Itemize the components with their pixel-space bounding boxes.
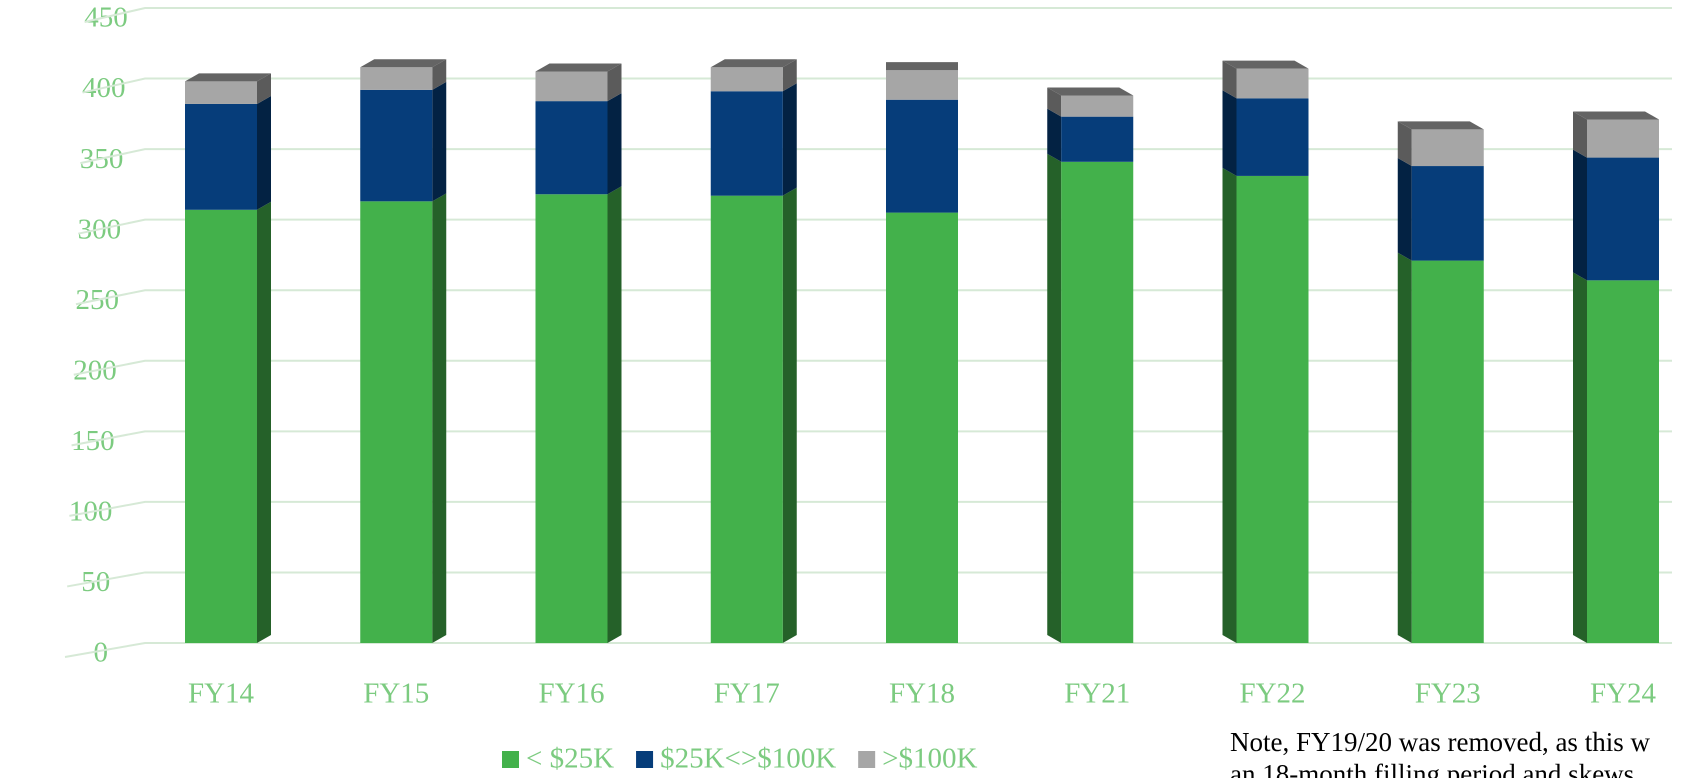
x-tick-label: FY22 — [1239, 678, 1305, 710]
bar-top — [710, 59, 797, 68]
bar-top — [535, 63, 622, 72]
bar-top — [1397, 121, 1484, 130]
bar-side — [432, 81, 447, 202]
bar-side — [1397, 121, 1412, 167]
bar — [1236, 68, 1309, 99]
bar-side — [607, 63, 622, 102]
bar-top — [185, 73, 271, 82]
bar — [185, 81, 257, 104]
bar — [360, 201, 433, 644]
legend-label: < $25K — [526, 743, 614, 775]
bar-side — [1222, 90, 1237, 176]
bar — [1236, 175, 1309, 643]
bar — [1587, 157, 1659, 281]
grid-line — [71, 430, 1672, 447]
bar — [1411, 260, 1484, 643]
grid-line — [64, 642, 1672, 658]
bar — [886, 212, 958, 643]
bar — [360, 89, 433, 202]
bar-top — [1047, 87, 1134, 96]
bar-side — [1573, 111, 1587, 158]
bar-side — [607, 93, 622, 195]
bar-side — [432, 59, 447, 90]
bar — [1061, 161, 1134, 644]
legend-swatch — [858, 751, 876, 768]
bar-side — [1047, 87, 1062, 117]
bar — [360, 67, 433, 90]
bar — [710, 67, 783, 92]
bar-top — [360, 59, 447, 68]
x-tick-label: FY21 — [1064, 678, 1130, 710]
x-tick-label: FY14 — [188, 678, 255, 710]
grid-line — [69, 500, 1672, 517]
bar — [710, 91, 783, 196]
bar-side — [1047, 108, 1062, 162]
grid-line — [75, 289, 1672, 306]
x-tick-label: FY15 — [363, 678, 429, 710]
bar-top — [1573, 111, 1659, 120]
bar — [1411, 129, 1484, 167]
grid-line — [80, 148, 1672, 165]
x-tick-label: FY17 — [714, 678, 780, 710]
bar-side — [1397, 158, 1412, 261]
bar-side — [782, 187, 797, 643]
grid-line — [67, 571, 1672, 588]
bar-side — [1222, 167, 1237, 643]
bar — [185, 103, 257, 210]
bar — [1587, 119, 1659, 158]
bar-side — [1573, 272, 1587, 643]
legend-swatch — [636, 751, 654, 768]
grid-line — [77, 218, 1672, 235]
bar-side — [1222, 60, 1237, 99]
bar-side — [1397, 252, 1412, 644]
bar — [1061, 95, 1134, 117]
legend-swatch — [502, 751, 519, 768]
bar-top — [886, 62, 958, 71]
bar-side — [782, 59, 797, 92]
bar-side — [257, 73, 271, 104]
bar — [1061, 116, 1134, 162]
bar — [535, 71, 608, 102]
bar-side — [1573, 149, 1587, 281]
bar — [710, 195, 783, 643]
bar — [535, 194, 608, 643]
bar-side — [782, 83, 797, 196]
bar — [886, 99, 958, 213]
note-line: an 18-month filling period and skews — [1230, 759, 1634, 778]
grid-line — [84, 7, 1672, 23]
bar — [1411, 166, 1484, 261]
x-tick-label: FY24 — [1590, 678, 1657, 710]
bar — [1587, 280, 1659, 643]
bar-side — [257, 95, 271, 210]
note-line: Note, FY19/20 was removed, as this w — [1230, 727, 1650, 757]
bar — [886, 70, 958, 100]
bar — [185, 209, 257, 644]
bar-side — [607, 186, 622, 643]
legend-label: $25K<>$100K — [660, 743, 836, 775]
y-tick-label: 0 — [94, 637, 109, 669]
grid-line — [82, 77, 1672, 94]
x-tick-label: FY23 — [1415, 678, 1481, 710]
x-tick-label: FY18 — [889, 678, 955, 710]
grid-line — [73, 359, 1672, 376]
legend-label: >$100K — [882, 743, 977, 775]
bar-top — [1222, 60, 1309, 69]
bar — [1236, 98, 1309, 176]
bar-side — [432, 193, 447, 644]
bar-side — [257, 201, 271, 644]
bar — [535, 101, 608, 195]
x-tick-label: FY16 — [538, 678, 604, 710]
bar-side — [1047, 153, 1062, 644]
